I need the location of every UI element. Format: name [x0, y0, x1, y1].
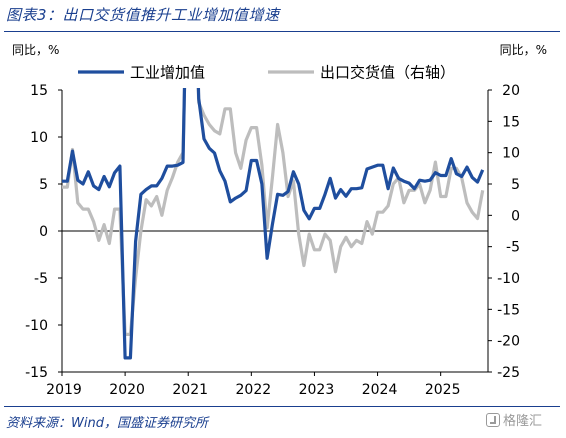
- chart-title: 图表3：出口交货值推升工业增加值增速: [6, 6, 280, 24]
- right-tick-label: 5: [511, 177, 520, 193]
- x-tick-label: 2021: [172, 382, 208, 398]
- left-axis-label: 同比，%: [12, 43, 59, 57]
- watermark-text: 格隆汇: [503, 414, 543, 429]
- right-tick-label: 10: [502, 146, 520, 162]
- left-tick-label: -15: [25, 365, 48, 381]
- right-tick-label: -5: [506, 240, 520, 256]
- series-line-industrial-value-added: [62, 88, 485, 360]
- right-tick-label: 15: [502, 114, 520, 130]
- footer-divider: [4, 406, 560, 407]
- x-tick-label: 2023: [299, 382, 335, 398]
- left-tick-label: 15: [30, 83, 48, 99]
- dual-axis-line-chart: -15 -10 -5 0 5 10 15 -25 -20 -15 -10 -5 0 5 10 15 20 2019…: [12, 43, 547, 398]
- x-tick-label: 2019: [46, 382, 82, 398]
- legend-label-industrial-value-added: 工业增加值: [130, 64, 205, 82]
- watermark-logo-icon: [486, 412, 500, 427]
- right-tick-label: -10: [497, 271, 520, 287]
- series-line-export-delivery-value: [62, 88, 485, 336]
- right-axis-label: 同比，%: [500, 43, 547, 57]
- x-tick-label: 2025: [425, 382, 461, 398]
- legend-label-export-delivery-value: 出口交货值（右轴）: [320, 64, 455, 82]
- left-tick-label: 0: [39, 224, 48, 240]
- left-tick-label: 5: [39, 177, 48, 193]
- x-tick-label: 2020: [109, 382, 145, 398]
- title-divider: [4, 31, 560, 32]
- right-tick-label: -15: [497, 302, 520, 318]
- x-tick-label: 2024: [362, 382, 398, 398]
- source-note: 资料来源：Wind，国盛证券研究所: [6, 416, 208, 431]
- right-tick-label: -20: [497, 334, 520, 350]
- x-tick-label: 2022: [236, 382, 272, 398]
- watermark: 格隆汇: [486, 410, 542, 429]
- left-tick-label: -5: [34, 271, 48, 287]
- right-tick-label: -25: [497, 365, 520, 381]
- right-tick-label: 20: [502, 83, 520, 99]
- left-tick-label: -10: [25, 318, 48, 334]
- left-tick-label: 10: [30, 130, 48, 146]
- right-tick-label: 0: [511, 208, 520, 224]
